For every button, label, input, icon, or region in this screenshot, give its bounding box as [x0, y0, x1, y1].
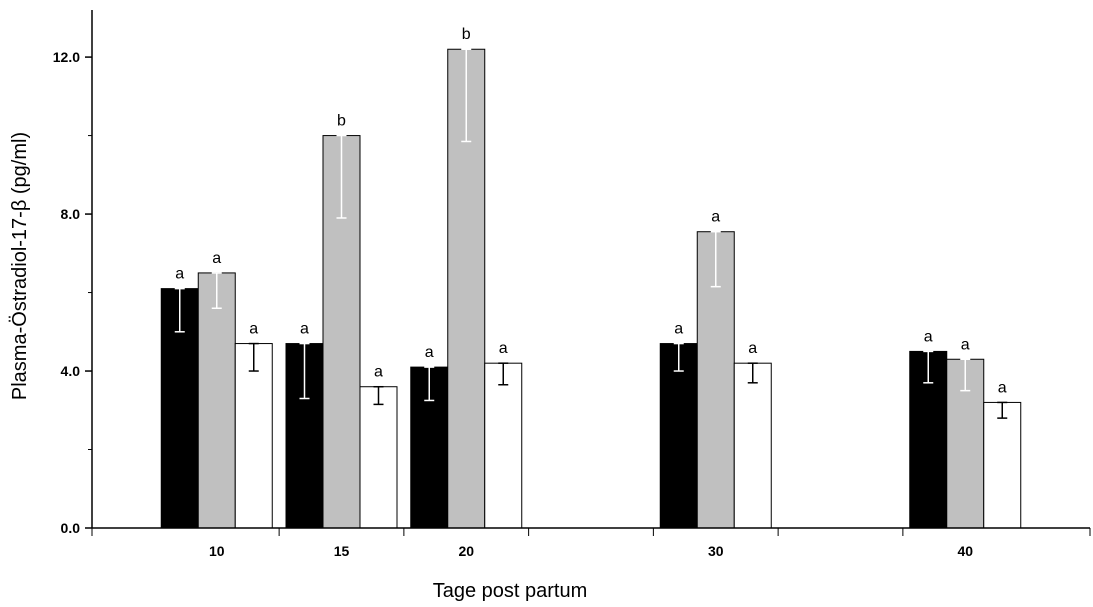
significance-label-10-series-1: a [175, 266, 184, 283]
x-tick-label-20: 20 [458, 543, 474, 559]
bar-10-series-2 [197, 272, 236, 529]
bar-15-series-3 [359, 386, 398, 529]
significance-label-15-series-1: a [300, 321, 309, 338]
y-tick-label-8.0: 8.0 [61, 206, 81, 222]
significance-label-20-series-1: a [425, 344, 434, 361]
chart-axes: 0.0 4.0 8.0 12.0 10 15 20 30 40 [53, 10, 1091, 559]
bar-40-series-3 [983, 401, 1022, 529]
significance-label-40-series-2: a [961, 336, 970, 353]
y-axis-title: Plasma-Östradiol-17-β (pg/ml) [9, 132, 31, 400]
chart-marks: a a a a b a a b a a a a a a a [160, 26, 1022, 529]
significance-label-30-series-2: a [711, 209, 720, 226]
x-tick-label-40: 40 [957, 543, 973, 559]
y-tick-label-0.0: 0.0 [61, 520, 81, 536]
significance-label-10-series-2: a [212, 250, 221, 267]
significance-label-15-series-3: a [374, 364, 383, 381]
bar-30-series-3 [733, 362, 772, 529]
significance-label-20-series-3: a [499, 340, 508, 357]
x-tick-label-10: 10 [209, 543, 225, 559]
significance-label-30-series-1: a [674, 321, 683, 338]
bar-10-series-3 [234, 343, 273, 529]
x-tick-label-30: 30 [708, 543, 724, 559]
bar-30-series-1 [659, 343, 698, 529]
bar-20-series-3 [484, 362, 523, 529]
y-tick-label-4.0: 4.0 [61, 363, 81, 379]
x-tick-label-15: 15 [334, 543, 350, 559]
x-axis-title: Tage post partum [433, 580, 588, 602]
significance-label-40-series-1: a [924, 328, 933, 345]
significance-label-30-series-3: a [748, 340, 757, 357]
significance-label-15-series-2: b [337, 113, 346, 130]
y-tick-label-12.0: 12.0 [53, 49, 80, 65]
significance-label-40-series-3: a [998, 379, 1007, 396]
significance-label-20-series-2: b [462, 26, 471, 43]
significance-label-10-series-3: a [249, 321, 258, 338]
